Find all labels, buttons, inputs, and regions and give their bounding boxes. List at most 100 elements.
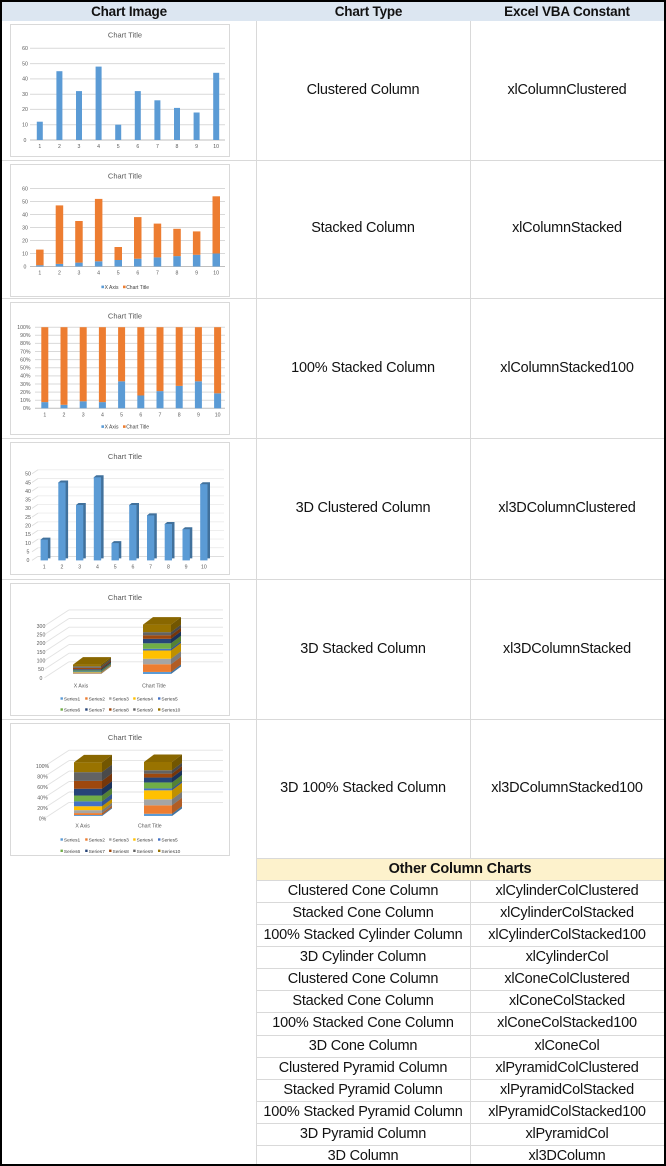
svg-text:80%: 80% [37, 774, 48, 780]
svg-text:7: 7 [156, 144, 159, 150]
svg-text:20: 20 [25, 524, 31, 530]
svg-text:0: 0 [27, 558, 30, 564]
svg-text:Series4: Series4 [137, 696, 154, 702]
svg-text:Chart Title: Chart Title [126, 424, 149, 430]
svg-text:50: 50 [22, 199, 28, 205]
svg-text:40: 40 [22, 212, 28, 218]
svg-text:30: 30 [25, 506, 31, 512]
svg-text:Series7: Series7 [89, 848, 106, 854]
svg-text:Series1: Series1 [64, 837, 81, 843]
svg-text:250: 250 [37, 632, 46, 638]
svg-text:45: 45 [25, 480, 31, 486]
svg-text:0%: 0% [39, 816, 47, 822]
svg-text:90%: 90% [20, 333, 31, 339]
svg-text:3: 3 [78, 144, 81, 150]
svg-text:9: 9 [197, 412, 200, 418]
svg-text:9: 9 [185, 564, 188, 570]
svg-text:1: 1 [38, 270, 41, 276]
svg-text:Series1: Series1 [64, 696, 81, 702]
svg-text:Chart Title: Chart Title [142, 683, 166, 689]
svg-text:10: 10 [213, 270, 219, 276]
svg-text:20: 20 [22, 238, 28, 244]
svg-text:Chart Title: Chart Title [108, 30, 142, 39]
svg-text:50%: 50% [20, 365, 31, 371]
svg-text:4: 4 [101, 412, 104, 418]
svg-text:Series3: Series3 [113, 837, 130, 843]
svg-text:50: 50 [22, 61, 28, 67]
svg-text:60: 60 [22, 186, 28, 192]
svg-text:25: 25 [25, 515, 31, 521]
svg-text:1: 1 [43, 412, 46, 418]
svg-text:50: 50 [38, 667, 44, 673]
svg-text:0: 0 [24, 264, 27, 270]
svg-text:6: 6 [136, 144, 139, 150]
svg-text:35: 35 [25, 498, 31, 504]
svg-text:40: 40 [25, 489, 31, 495]
svg-text:2: 2 [60, 564, 63, 570]
svg-text:4: 4 [97, 144, 100, 150]
svg-text:300: 300 [37, 623, 46, 629]
svg-text:10: 10 [201, 564, 207, 570]
svg-text:100%: 100% [36, 764, 50, 770]
svg-text:1: 1 [38, 144, 41, 150]
svg-text:20%: 20% [20, 389, 31, 395]
svg-text:60%: 60% [37, 785, 48, 791]
svg-text:10%: 10% [20, 398, 31, 404]
svg-text:100: 100 [37, 658, 46, 664]
svg-text:6: 6 [136, 270, 139, 276]
svg-text:80%: 80% [20, 341, 31, 347]
svg-text:Series10: Series10 [161, 707, 180, 713]
svg-text:10: 10 [22, 251, 28, 257]
svg-text:30: 30 [22, 225, 28, 231]
svg-text:60%: 60% [20, 357, 31, 363]
svg-text:5: 5 [120, 412, 123, 418]
svg-text:0%: 0% [23, 406, 31, 412]
svg-text:Series6: Series6 [64, 707, 81, 713]
svg-text:0: 0 [40, 675, 43, 681]
svg-text:Chart Title: Chart Title [108, 593, 142, 602]
svg-text:70%: 70% [20, 349, 31, 355]
svg-text:Chart Title: Chart Title [138, 823, 162, 829]
svg-text:40: 40 [22, 77, 28, 83]
svg-text:Series4: Series4 [137, 837, 154, 843]
svg-text:3: 3 [78, 270, 81, 276]
svg-text:Series2: Series2 [89, 837, 106, 843]
svg-text:Chart Title: Chart Title [108, 733, 142, 742]
svg-text:Series8: Series8 [113, 848, 130, 854]
svg-text:Series5: Series5 [161, 837, 178, 843]
svg-text:20: 20 [22, 107, 28, 113]
svg-text:4: 4 [96, 564, 99, 570]
svg-text:Series8: Series8 [113, 707, 130, 713]
svg-text:X Axis: X Axis [105, 284, 119, 290]
svg-text:3: 3 [78, 564, 81, 570]
svg-text:60: 60 [22, 46, 28, 52]
svg-text:Chart Title: Chart Title [126, 284, 149, 290]
svg-text:9: 9 [195, 144, 198, 150]
svg-text:3: 3 [82, 412, 85, 418]
svg-text:Chart Title: Chart Title [108, 171, 142, 180]
svg-text:X Axis: X Axis [105, 424, 119, 430]
svg-text:Series9: Series9 [137, 707, 154, 713]
svg-text:Series7: Series7 [89, 707, 106, 713]
svg-text:Chart Title: Chart Title [108, 311, 142, 320]
svg-text:X Axis: X Axis [75, 823, 90, 829]
svg-text:9: 9 [195, 270, 198, 276]
svg-text:10: 10 [22, 123, 28, 129]
svg-text:20%: 20% [37, 806, 48, 812]
svg-text:7: 7 [159, 412, 162, 418]
svg-text:0: 0 [24, 138, 27, 144]
svg-text:8: 8 [176, 270, 179, 276]
svg-text:30: 30 [22, 92, 28, 98]
svg-text:10: 10 [25, 541, 31, 547]
svg-text:5: 5 [27, 550, 30, 556]
svg-text:5: 5 [114, 564, 117, 570]
svg-text:10: 10 [215, 412, 221, 418]
svg-text:5: 5 [117, 144, 120, 150]
svg-text:Chart Title: Chart Title [108, 452, 142, 461]
svg-text:5: 5 [117, 270, 120, 276]
svg-text:6: 6 [139, 412, 142, 418]
svg-text:50: 50 [25, 472, 31, 478]
svg-text:200: 200 [37, 641, 46, 647]
svg-text:2: 2 [58, 144, 61, 150]
svg-text:Series2: Series2 [89, 696, 106, 702]
